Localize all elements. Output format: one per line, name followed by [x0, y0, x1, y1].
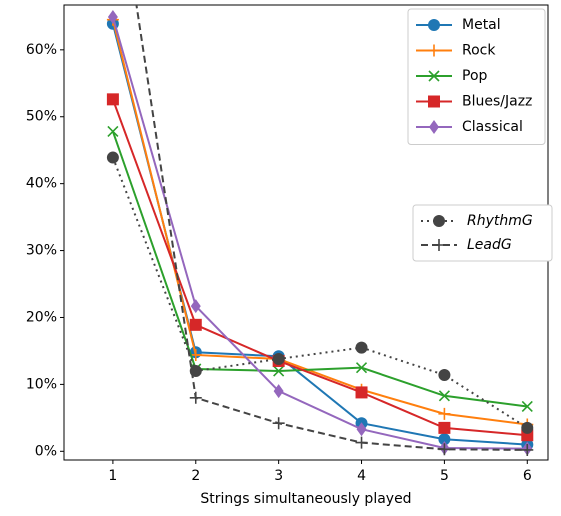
y-tick-label: 0%	[35, 443, 57, 459]
x-tick-label: 4	[357, 468, 366, 484]
marker	[355, 436, 368, 449]
x-axis-label: Strings simultaneously played	[200, 491, 411, 507]
x-tick-label: 5	[440, 468, 449, 484]
marker	[438, 390, 450, 402]
legend-label: Rock	[462, 43, 496, 59]
series-line	[111, 157, 528, 429]
series-line	[111, 99, 528, 437]
y-tick-label: 30%	[26, 243, 57, 259]
marker	[521, 443, 534, 456]
legend-label: RhythmG	[467, 213, 533, 229]
marker	[189, 391, 202, 404]
marker	[355, 386, 368, 399]
marker	[273, 384, 284, 399]
legend-label: Blues/Jazz	[462, 94, 532, 110]
legend-marker	[428, 19, 440, 31]
marker	[356, 422, 367, 437]
x-tick-label: 3	[274, 468, 283, 484]
marker	[521, 400, 533, 413]
marker	[190, 299, 201, 314]
legend-marker	[433, 215, 445, 227]
legend-label: Metal	[462, 17, 501, 33]
marker	[272, 417, 285, 430]
marker	[273, 365, 285, 377]
y-tick-label: 10%	[26, 376, 57, 392]
legend-marker	[429, 120, 439, 134]
y-tick-label: 20%	[26, 309, 57, 325]
marker	[107, 125, 119, 138]
series-line	[111, 16, 528, 450]
marker	[438, 407, 451, 420]
legend-box	[407, 8, 546, 145]
marker	[438, 421, 451, 434]
legend-label: LeadG	[467, 237, 512, 253]
legend-label: Pop	[462, 68, 488, 84]
x-tick-label: 1	[108, 468, 117, 484]
y-tick-label: 40%	[26, 176, 57, 192]
marker	[106, 93, 119, 106]
series-line	[111, 19, 528, 426]
marker	[438, 433, 451, 446]
legend-marker	[428, 95, 440, 108]
legend-box	[412, 204, 553, 262]
x-tick-label: 6	[523, 468, 532, 484]
plot-area	[106, 5, 534, 456]
series-line	[135, 5, 528, 451]
legend-marker	[433, 239, 445, 251]
marker	[106, 151, 119, 164]
marker	[355, 362, 368, 374]
x-tick-label: 2	[191, 468, 200, 484]
marker	[438, 443, 451, 456]
marker	[521, 421, 534, 434]
legend-marker	[428, 70, 440, 82]
marker	[107, 10, 118, 25]
y-tick-label: 50%	[26, 109, 57, 125]
marker	[355, 341, 368, 354]
marker	[438, 369, 451, 382]
marker	[272, 352, 285, 365]
marker	[189, 318, 202, 331]
legend-marker	[428, 44, 440, 57]
series-line	[111, 131, 528, 408]
legend-label: Classical	[462, 119, 523, 135]
y-tick-label: 60%	[26, 42, 57, 58]
